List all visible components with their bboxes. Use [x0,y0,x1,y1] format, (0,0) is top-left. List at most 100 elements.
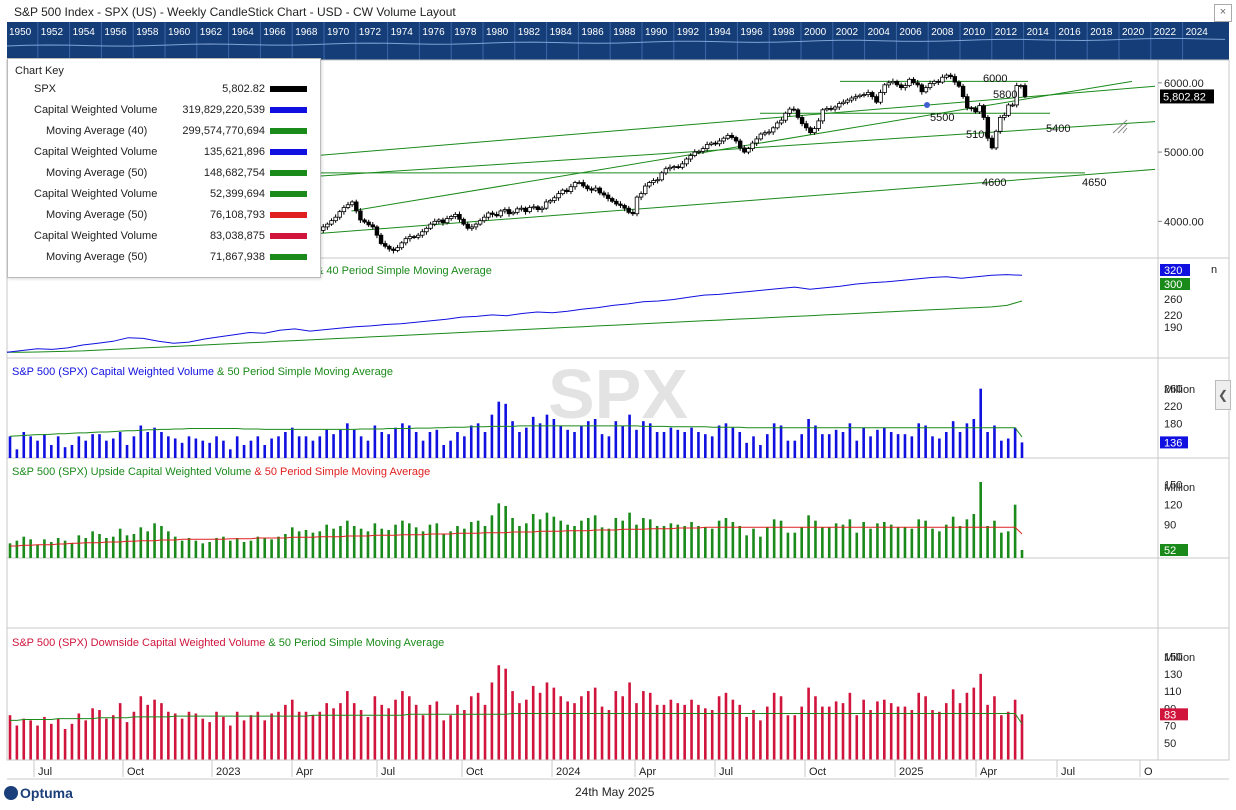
volume-bar [979,388,982,458]
upside-bar [772,519,776,558]
chart-key-row[interactable]: Moving Average (40) 299,574,770,694 [8,123,320,143]
candle-body [354,201,359,212]
candle-body [382,243,388,247]
upside-bar [793,532,797,558]
downside-tick-label: 110 [1164,686,1182,698]
chart-key-row[interactable]: Capital Weighted Volume 83,038,875 [8,228,320,248]
overview-year-label: 2022 [1154,27,1177,38]
downside-bar [63,728,67,760]
candle-body [329,220,334,225]
upside-bar [586,518,590,558]
volume-bar [958,432,962,458]
upside-title: S&P 500 (SPX) Upside Capital Weighted Vo… [12,466,430,478]
volume-bar [972,419,976,458]
downside-bar [690,699,693,760]
downside-bar [538,692,542,760]
chart-key-name: Moving Average (50) [46,209,148,221]
candle-body [655,179,660,182]
upside-bar [208,542,211,558]
overview-year-label: 1972 [359,27,382,38]
chart-key-row[interactable]: Moving Average (50) 148,682,754 [8,165,320,185]
volume-bar [373,425,377,458]
volume-bar [77,436,81,458]
upside-bar [311,532,315,558]
volume-bar [814,425,817,458]
candle-body [560,189,565,195]
candle-body [985,117,991,139]
volume-bar [538,423,542,458]
upside-bar [167,531,170,558]
upside-bar [50,542,53,558]
candle-body [998,117,1003,132]
candle-body [713,142,718,145]
downside-bar [463,710,466,760]
downside-bar [249,715,253,760]
downside-bar [228,725,232,760]
chart-key-swatch [270,191,307,197]
candle-body [886,82,891,86]
downside-bar [318,711,322,760]
downside-bar [352,703,356,760]
upside-bar [476,520,480,558]
downside-bar [511,691,514,760]
downside-bar [779,696,783,760]
volume-bar [504,403,507,458]
cwv-tick-label: 260 [1164,294,1182,306]
upside-bar [573,526,576,558]
downside-bar [187,711,191,760]
upside-bar [235,538,239,558]
chart-key-row[interactable]: Moving Average (50) 76,108,793 [8,207,320,227]
cwv-title: & 40 Period Simple Moving Average [316,265,492,277]
candle-body [622,205,627,209]
candle-body [370,224,375,228]
upside-bar [621,520,625,558]
upside-last-box [1160,544,1188,556]
downside-bar [662,704,666,760]
close-button[interactable]: × [1214,4,1232,22]
volume-bar [511,421,514,458]
cwv-last-box [1160,264,1190,276]
candle-body [923,87,929,93]
overview-year-label: 1952 [41,27,64,38]
empty-panel [6,557,1230,629]
volume-bar [834,429,838,458]
downside-bar [545,682,549,760]
chart-key-value: 299,574,770,694 [182,125,265,137]
candle-body [754,138,759,144]
volume-bar [332,434,335,458]
cwv-unit-label: n [1211,264,1217,276]
chart-key-row[interactable]: Capital Weighted Volume 52,399,694 [8,186,320,206]
downside-bar [938,711,941,760]
overview-navigator[interactable]: 1950 1952 1954 1956 1958 1960 1962 1964 1966 1968… [5,22,1229,60]
chart-key-row[interactable]: Capital Weighted Volume 319,829,220,539 [8,102,320,122]
volume-bar [414,432,418,458]
volume-bar [187,436,191,458]
upside-bar [917,519,921,558]
volume-bar [600,434,604,458]
upside-bar [304,530,308,558]
candle-body [779,119,784,124]
candle-body [593,187,598,191]
upside-bar [676,524,680,558]
candle-body [399,242,404,249]
chart-key-swatch [270,212,307,218]
downside-bar [855,715,859,760]
candle-body [453,214,458,217]
candle-body [527,207,532,213]
chart-key-row[interactable]: Capital Weighted Volume 135,621,896 [8,144,320,164]
chart-key-row[interactable]: SPX 5,802.82 [8,81,320,101]
chart-key-row[interactable]: Moving Average (50) 71,867,938 [8,249,320,269]
downside-bar [497,665,501,760]
downside-bar [180,718,184,760]
candle-body [667,166,673,170]
volume-bar [456,432,459,458]
downside-bar [235,711,239,760]
chart-key-panel[interactable]: Chart Key SPX 5,802.82 Capital Weighted Vo… [7,58,321,278]
panel-collapse-tab[interactable]: ❮ [1215,380,1231,410]
downside-bar [614,691,618,760]
candle-body [853,96,858,99]
volume-bar [525,427,528,458]
upside-bar [29,539,32,558]
downside-bar [132,711,136,760]
